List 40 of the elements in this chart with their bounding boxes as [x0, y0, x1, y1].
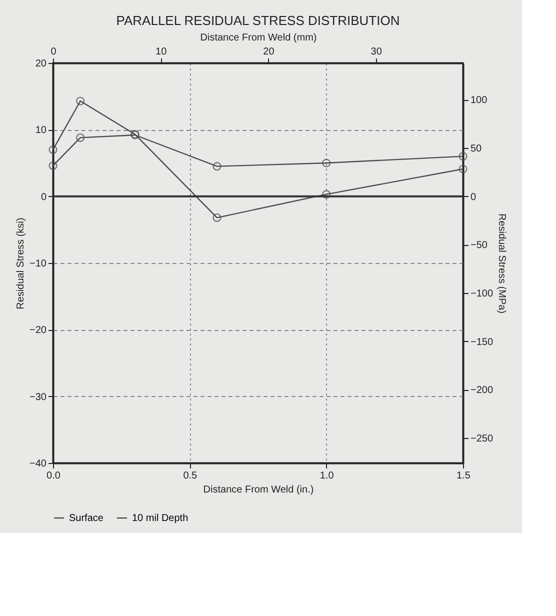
point	[76, 133, 85, 142]
x-tick-label: 0.0	[46, 470, 61, 482]
point	[76, 96, 85, 106]
legend-label: Surface	[69, 513, 104, 524]
point	[212, 162, 222, 171]
x-tick-label: 1.5	[456, 470, 471, 482]
y-tick-label: −10	[30, 258, 47, 270]
y2-tick-label: 100	[470, 95, 488, 106]
point	[458, 152, 468, 161]
point	[48, 161, 58, 170]
y2-tick-label: −250	[470, 434, 494, 445]
x2-tick-label: 0	[50, 46, 57, 58]
point	[48, 145, 58, 154]
y2-tick-label: −150	[470, 336, 494, 348]
y2-tick-label: −100	[470, 288, 494, 300]
legend-label: 10 mil Depth	[132, 513, 188, 524]
point	[322, 158, 331, 168]
chart-title: PARALLEL RESIDUAL STRESS DISTRIBUTION	[116, 13, 400, 28]
point	[212, 213, 222, 222]
point	[458, 164, 468, 174]
y-tick-label: 0	[40, 192, 47, 203]
y2-tick-label: −50	[470, 240, 488, 252]
y-tick-label: −40	[30, 458, 47, 470]
x-axis-title: Distance From Weld (in.)	[203, 484, 314, 496]
x2-tick-label: 20	[263, 46, 275, 58]
y-axis-title: Residual Stress (ksi)	[16, 218, 27, 310]
y2-tick-label: −200	[470, 385, 494, 396]
x-tick-label: 0.5	[183, 470, 198, 482]
y-tick-label: −30	[30, 392, 47, 403]
x2-axis-title: Distance From Weld (mm)	[200, 32, 317, 44]
x2-tick-label: 30	[370, 46, 382, 58]
y2-tick-label: 0	[470, 192, 476, 203]
y2-tick-label: 50	[470, 143, 482, 154]
y2-axis-title: Residual Stress (MPa)	[496, 213, 508, 314]
y-tick-label: 20	[35, 58, 47, 70]
y-tick-label: −20	[30, 325, 47, 336]
x-tick-label: 1.0	[320, 470, 334, 482]
y-tick-label: 10	[35, 125, 47, 136]
point	[322, 190, 331, 199]
x2-tick-label: 10	[156, 46, 168, 58]
